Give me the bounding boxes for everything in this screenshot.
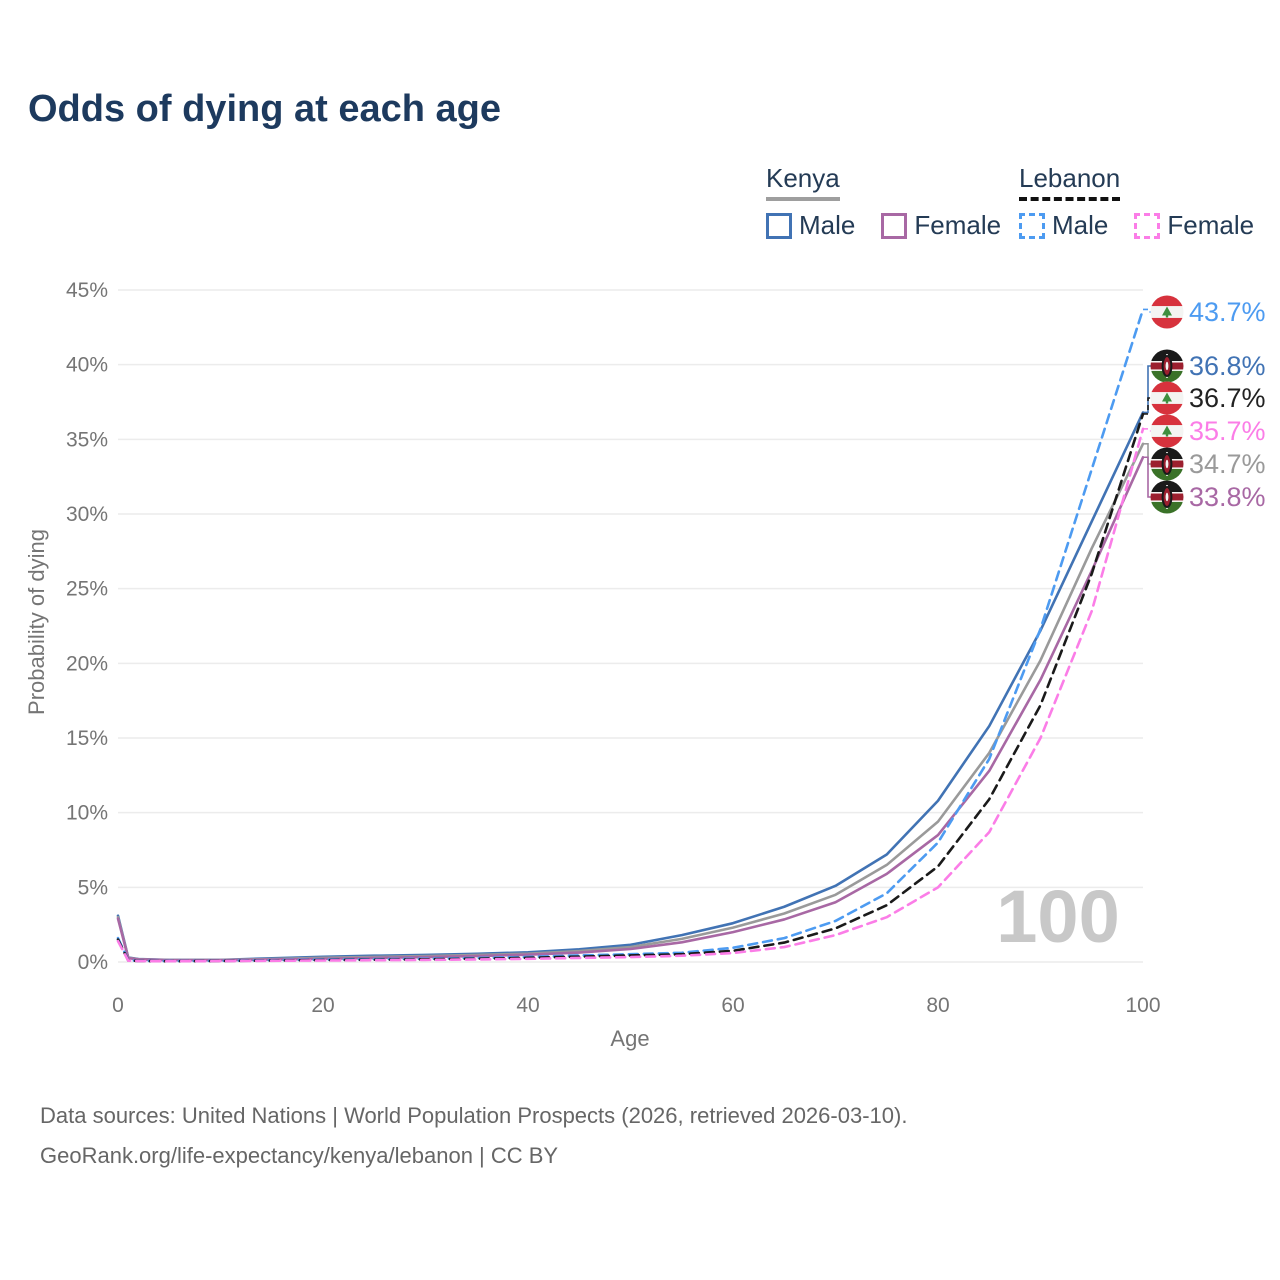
end-value-label: 35.7%	[1189, 416, 1266, 446]
y-tick-label: 30%	[66, 503, 108, 526]
end-value-label: 36.8%	[1189, 351, 1266, 381]
leader-line	[1143, 456, 1151, 498]
x-tick-label: 0	[112, 994, 124, 1017]
kenya-female-swatch-icon	[881, 212, 908, 239]
kenya-flag-icon	[1150, 480, 1184, 514]
data-sources-line: Data sources: United Nations | World Pop…	[40, 1103, 908, 1128]
x-tick-label: 80	[926, 994, 949, 1017]
end-value-label: 36.7%	[1189, 383, 1266, 413]
legend-row: Male Female	[1019, 210, 1254, 241]
x-tick-label: 40	[516, 994, 539, 1017]
end-value-label: 43.7%	[1189, 297, 1266, 327]
legend-country-kenya: Kenya	[766, 163, 840, 201]
footer: Data sources: United Nations | World Pop…	[40, 1096, 907, 1176]
kenya-flag-icon	[1150, 349, 1184, 383]
leader-line	[1143, 365, 1151, 414]
x-axis-title: Age	[610, 1026, 649, 1051]
leader-line	[1143, 443, 1151, 465]
legend-item-label: Female	[914, 210, 1002, 240]
legend-item-label: Female	[1167, 210, 1255, 240]
legend-country-lebanon: Lebanon	[1019, 163, 1121, 201]
lebanon-flag-icon	[1150, 381, 1184, 415]
y-tick-label: 25%	[66, 578, 108, 601]
y-axis-title: Probability of dying	[24, 529, 49, 715]
series-line-lebanon	[116, 412, 1145, 963]
y-tick-label: 20%	[66, 652, 108, 675]
legend-item-kenya-female: Female	[881, 210, 1001, 241]
legend-item-label: Male	[1052, 210, 1109, 240]
y-tick-label: 10%	[66, 802, 108, 825]
attribution-line: GeoRank.org/life-expectancy/kenya/lebano…	[40, 1143, 559, 1168]
series-line-kenya-female	[116, 455, 1145, 962]
y-tick-label: 15%	[66, 727, 108, 750]
legend-row: Male Female	[766, 210, 1001, 241]
legend-item-label: Male	[799, 210, 856, 240]
legend-item-kenya-male: Male	[766, 210, 855, 241]
series-line-lebanon-male	[116, 308, 1145, 963]
legend-group-kenya: Kenya Male Female	[766, 163, 1001, 241]
lebanon-flag-icon	[1150, 414, 1184, 448]
end-value-label: 33.8%	[1189, 482, 1266, 512]
series-line-kenya	[116, 442, 1145, 962]
y-tick-label: 0%	[78, 951, 108, 974]
series-line-kenya-male	[116, 411, 1145, 962]
kenya-male-swatch-icon	[766, 212, 792, 239]
lebanon-flag-icon	[1150, 295, 1184, 329]
x-tick-label: 60	[721, 994, 744, 1017]
legend-item-lebanon-male: Male	[1019, 210, 1108, 241]
leader-line	[1143, 397, 1151, 415]
legend-item-lebanon-female: Female	[1134, 210, 1254, 241]
cedar-tree-icon	[1162, 425, 1172, 437]
y-tick-label: 40%	[66, 354, 108, 377]
y-tick-label: 5%	[78, 876, 108, 899]
end-value-label: 34.7%	[1189, 449, 1266, 479]
page-title: Odds of dying at each age	[28, 88, 501, 130]
legend-group-lebanon: Lebanon Male Female	[1019, 163, 1254, 241]
y-tick-label: 35%	[66, 428, 108, 451]
series-line-lebanon-female	[116, 427, 1145, 963]
cedar-tree-icon	[1162, 392, 1172, 404]
watermark-age: 100	[996, 875, 1119, 958]
x-tick-label: 20	[311, 994, 334, 1017]
lebanon-male-swatch-icon	[1019, 212, 1045, 239]
x-tick-label: 100	[1125, 994, 1160, 1017]
leader-line	[1143, 308, 1151, 313]
y-tick-label: 45%	[66, 279, 108, 302]
cedar-tree-icon	[1162, 306, 1172, 318]
kenya-flag-icon	[1150, 447, 1184, 481]
leader-line	[1143, 428, 1151, 432]
lebanon-female-swatch-icon	[1134, 212, 1161, 239]
